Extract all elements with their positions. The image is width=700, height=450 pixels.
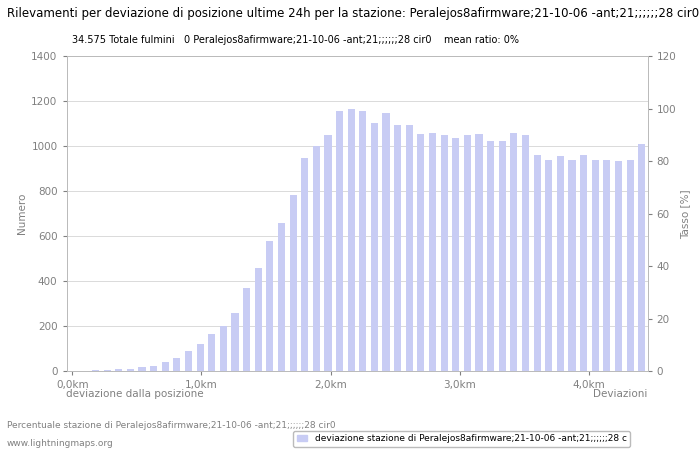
Bar	[150, 365, 158, 371]
Bar	[498, 140, 506, 371]
Bar	[324, 135, 332, 371]
Bar	[615, 161, 622, 371]
Bar	[522, 135, 529, 371]
Bar	[116, 369, 122, 371]
Bar	[197, 344, 204, 371]
Text: 34.575 Totale fulmini   0 Peralejos8afirmware;21-10-06 -ant;21;;;;;;28 cir0    m: 34.575 Totale fulmini 0 Peralejos8afirmw…	[72, 35, 519, 45]
Legend: deviazione stazione di Peralejos8afirmware;21-10-06 -ant;21;;;;;;28 c: deviazione stazione di Peralejos8afirmwa…	[293, 431, 630, 447]
Bar	[417, 134, 424, 371]
Text: Percentuale stazione di Peralejos8afirmware;21-10-06 -ant;21;;;;;;28 cir0: Percentuale stazione di Peralejos8afirmw…	[7, 421, 335, 430]
Bar	[382, 112, 390, 371]
Bar	[139, 367, 146, 371]
Bar	[440, 135, 448, 371]
Bar	[626, 160, 634, 371]
Bar	[232, 313, 239, 371]
Bar	[185, 351, 192, 371]
Text: deviazione dalla posizione: deviazione dalla posizione	[66, 389, 204, 399]
Bar	[406, 125, 413, 371]
Bar	[92, 370, 99, 371]
Bar	[127, 369, 134, 371]
Bar	[510, 133, 517, 371]
Bar	[336, 112, 343, 371]
Text: Rilevamenti per deviazione di posizione ultime 24h per la stazione: Peralejos8af: Rilevamenti per deviazione di posizione …	[7, 7, 699, 20]
Text: Deviazioni: Deviazioni	[593, 389, 648, 399]
Bar	[464, 135, 471, 371]
Bar	[487, 140, 494, 371]
Bar	[174, 358, 181, 371]
Bar	[255, 268, 262, 371]
Bar	[556, 157, 564, 371]
Bar	[266, 241, 274, 371]
Bar	[429, 133, 436, 371]
Bar	[290, 194, 297, 371]
Bar	[475, 134, 482, 371]
Bar	[301, 158, 308, 371]
Bar	[278, 223, 285, 371]
Bar	[592, 160, 598, 371]
Bar	[638, 144, 645, 371]
Bar	[162, 362, 169, 371]
Bar	[208, 334, 216, 371]
Bar	[359, 112, 366, 371]
Bar	[452, 139, 459, 371]
Bar	[533, 155, 540, 371]
Bar	[580, 155, 587, 371]
Bar	[348, 109, 355, 371]
Bar	[220, 326, 227, 371]
Bar	[545, 160, 552, 371]
Bar	[568, 160, 575, 371]
Bar	[371, 122, 378, 371]
Bar	[603, 160, 610, 371]
Y-axis label: Tasso [%]: Tasso [%]	[680, 189, 690, 239]
Bar	[313, 146, 320, 371]
Bar	[243, 288, 250, 371]
Text: www.lightningmaps.org: www.lightningmaps.org	[7, 439, 113, 448]
Bar	[394, 125, 401, 371]
Y-axis label: Numero: Numero	[17, 193, 27, 234]
Bar	[104, 370, 111, 371]
